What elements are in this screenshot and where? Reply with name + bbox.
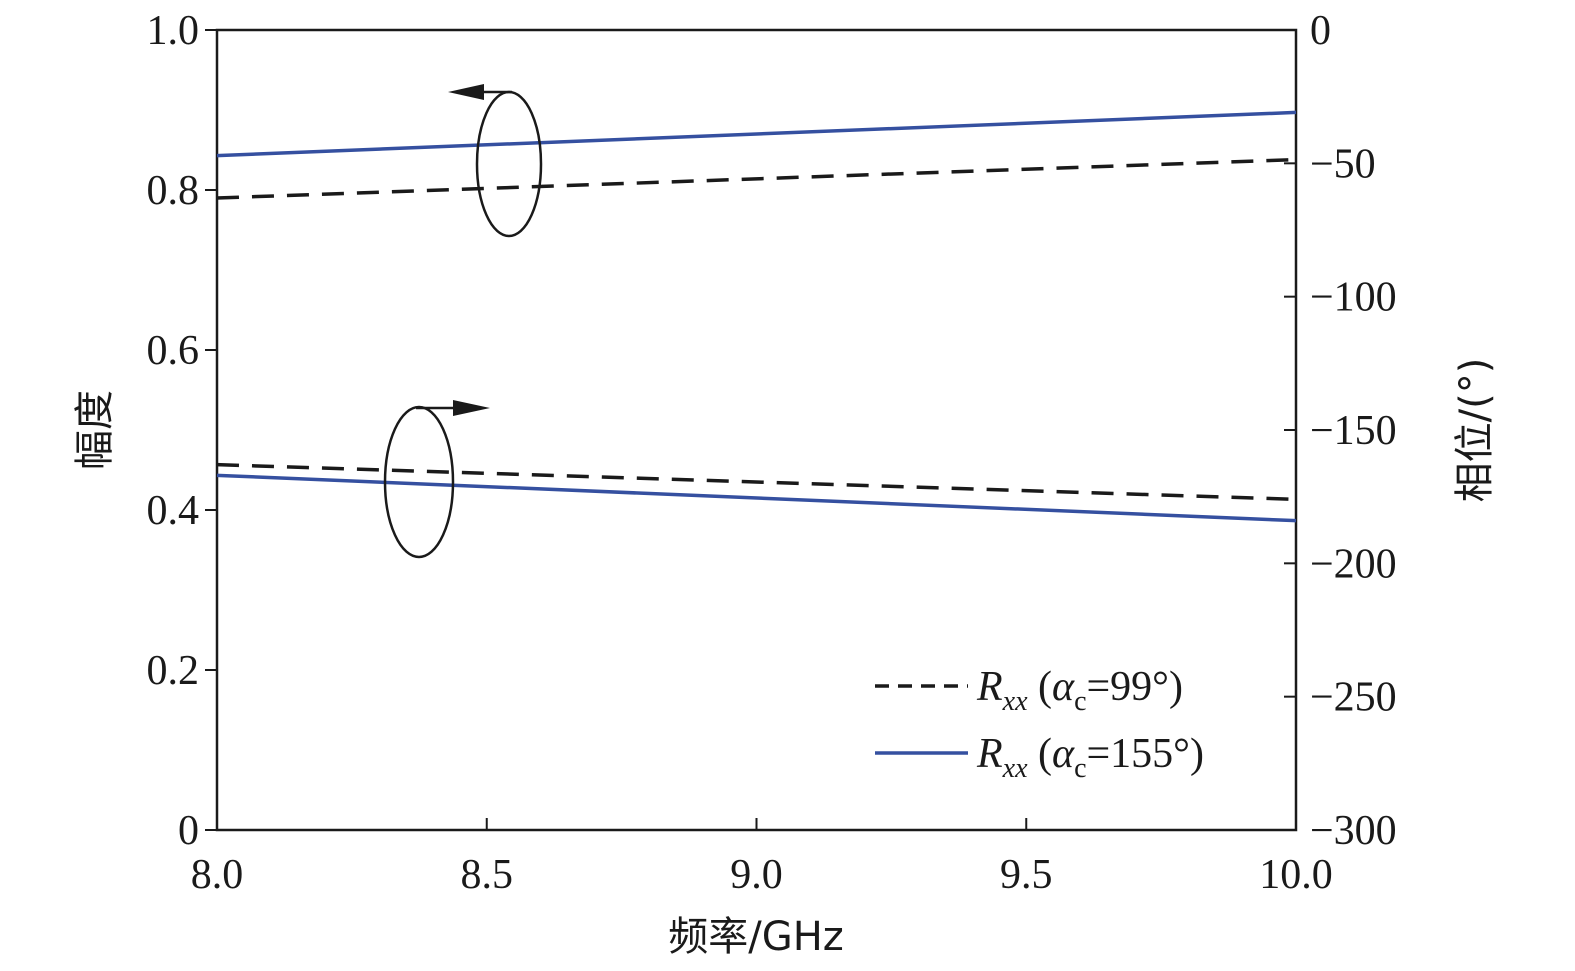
legend-label-part: α xyxy=(1052,731,1075,777)
right-y-tick-label: −100 xyxy=(1310,275,1397,321)
legend-label-part: c xyxy=(1074,753,1086,784)
left-y-tick-label: 0 xyxy=(178,808,199,854)
annotations xyxy=(383,84,543,559)
left-y-tick-label: 0.6 xyxy=(147,328,200,374)
legend-label: Rxx (αc=99°) xyxy=(976,664,1183,717)
right-y-tick-label: −200 xyxy=(1310,541,1397,587)
legend-label-part: xx xyxy=(1002,753,1028,784)
ticks: 8.0 8.5 9.0 9.5 10.0 0 0.2 0.4 0.6 0.8 1.0 0 −50 −100… xyxy=(147,8,1397,898)
series-line-left-dashed xyxy=(216,157,1297,200)
left-y-tick-label: 0.4 xyxy=(147,488,200,534)
left-y-axis-title: 幅度 xyxy=(72,390,118,470)
right-y-tick-label: −300 xyxy=(1310,808,1397,854)
right-y-tick-label: −50 xyxy=(1310,141,1376,187)
legend-label-part: ( xyxy=(1028,664,1053,710)
legend-label-part: xx xyxy=(1002,686,1028,717)
legend-label-part: α xyxy=(1052,664,1075,710)
legend-label-part: ( xyxy=(1028,731,1053,777)
legend-label-part: =99°) xyxy=(1087,664,1183,710)
legend: Rxx (αc=99°)Rxx (αc=155°) xyxy=(875,664,1204,784)
legend-label-part: =155°) xyxy=(1087,731,1204,777)
series-lines xyxy=(216,110,1297,523)
x-tick-label: 9.0 xyxy=(730,852,783,898)
x-axis-title: 频率/GHz xyxy=(668,914,844,960)
left-y-tick-label: 0.2 xyxy=(147,648,200,694)
right-arrow-head xyxy=(453,400,490,416)
legend-label: Rxx (αc=155°) xyxy=(976,731,1204,784)
legend-label-part: R xyxy=(976,731,1003,777)
right-y-tick-label: −250 xyxy=(1310,675,1397,721)
left-y-tick-label: 0.8 xyxy=(147,168,200,214)
left-axis-indicator-ellipse xyxy=(475,90,543,238)
right-y-axis-title: 相位/(°) xyxy=(1452,358,1498,503)
legend-label-part: R xyxy=(976,664,1003,710)
series-line-left-solid xyxy=(216,110,1297,158)
right-y-tick-label: 0 xyxy=(1310,8,1331,54)
x-tick-label: 9.5 xyxy=(1000,852,1053,898)
series-line-right-dashed xyxy=(216,462,1297,502)
x-tick-label: 8.5 xyxy=(461,852,514,898)
left-arrow-head xyxy=(448,84,484,100)
x-tick-label: 8.0 xyxy=(191,852,244,898)
right-y-tick-label: −150 xyxy=(1310,408,1397,454)
legend-label-part: c xyxy=(1074,686,1086,717)
x-tick-label: 10.0 xyxy=(1259,852,1333,898)
series-line-right-solid xyxy=(216,473,1297,523)
left-y-tick-label: 1.0 xyxy=(147,8,200,54)
